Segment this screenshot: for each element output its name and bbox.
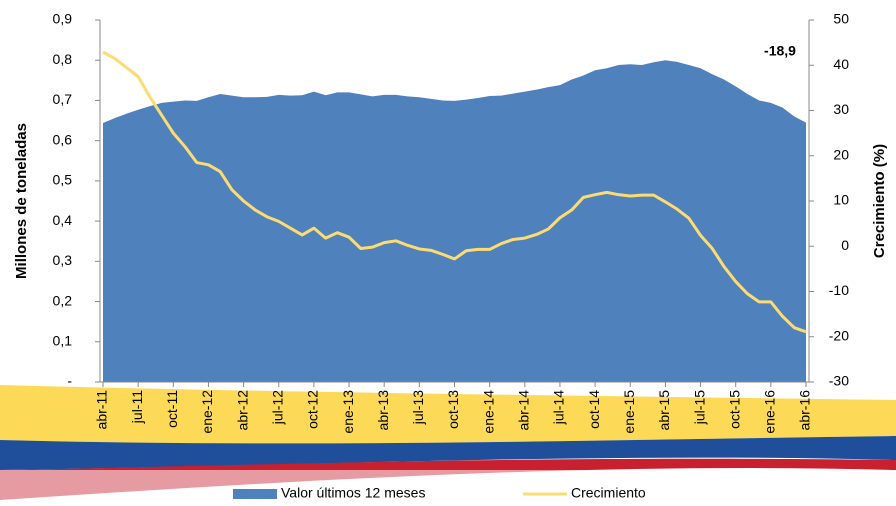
y2-tick-label: 0 [841, 237, 849, 253]
x-tick-label: abr-13 [375, 390, 391, 431]
x-tick-label: jul-12 [269, 390, 285, 425]
x-tick-label: oct-11 [164, 390, 180, 428]
page: {"chart_data": {"type": "area-line", "ca… [0, 0, 896, 506]
y-tick-label: 0,8 [53, 51, 73, 67]
x-tick-label: abr-14 [516, 390, 532, 431]
x-tick-label: oct-13 [445, 390, 461, 429]
y-tick-label: 0,3 [53, 252, 73, 268]
x-tick-label: jul-14 [551, 390, 567, 425]
x-tick-label: jul-13 [410, 390, 426, 425]
annotation: -18,9 [764, 43, 796, 59]
chart: Millones de toneladas Crecimiento (%) - 0… [0, 0, 896, 506]
y2-tick-label: 30 [833, 101, 849, 117]
x-tick-label: jul-11 [129, 390, 145, 424]
y2-tick-label: 50 [833, 11, 849, 27]
y-tick-label: 0,6 [53, 131, 73, 147]
x-tick-label: ene-14 [480, 390, 496, 434]
y2-tick-label: -20 [829, 327, 849, 343]
legend-label: Crecimiento [571, 485, 646, 501]
x-tick-label: ene-15 [621, 390, 637, 434]
x-tick-label: oct-14 [586, 390, 602, 429]
y2-tick-label: 40 [833, 56, 849, 72]
y-tick-label: 0,2 [53, 292, 73, 308]
x-tick-label: abr-12 [234, 390, 250, 431]
y-axis-title: Millones de toneladas [13, 123, 30, 279]
y2-axis-title: Crecimiento (%) [871, 144, 888, 258]
y-tick-label: 0,7 [53, 91, 73, 107]
area [103, 60, 806, 382]
y-tick-label: 0,5 [53, 172, 73, 188]
y-tick-label: 0,1 [53, 332, 73, 348]
y-tick-label: 0,9 [53, 11, 73, 27]
x-tick-label: ene-12 [199, 390, 215, 434]
y2-tick-label: -30 [829, 373, 849, 389]
x-tick-label: abr-15 [656, 390, 672, 431]
x-tick-label: ene-13 [340, 390, 356, 434]
y2-tick-label: 20 [833, 146, 849, 162]
x-tick-label: oct-15 [726, 390, 742, 429]
legend-label: Valor últimos 12 meses [281, 485, 425, 501]
y-tick-label: - [67, 373, 72, 389]
x-tick-label: ene-16 [762, 390, 778, 434]
legend-swatch [233, 489, 277, 499]
y-tick-label: 0,4 [53, 212, 73, 228]
x-tick-label: oct-12 [305, 390, 321, 429]
x-tick-label: abr-11 [94, 390, 110, 430]
x-tick-label: abr-16 [797, 390, 813, 431]
y2-tick-label: 10 [833, 192, 849, 208]
x-tick-label: jul-15 [691, 390, 707, 425]
y2-tick-label: -10 [829, 282, 849, 298]
